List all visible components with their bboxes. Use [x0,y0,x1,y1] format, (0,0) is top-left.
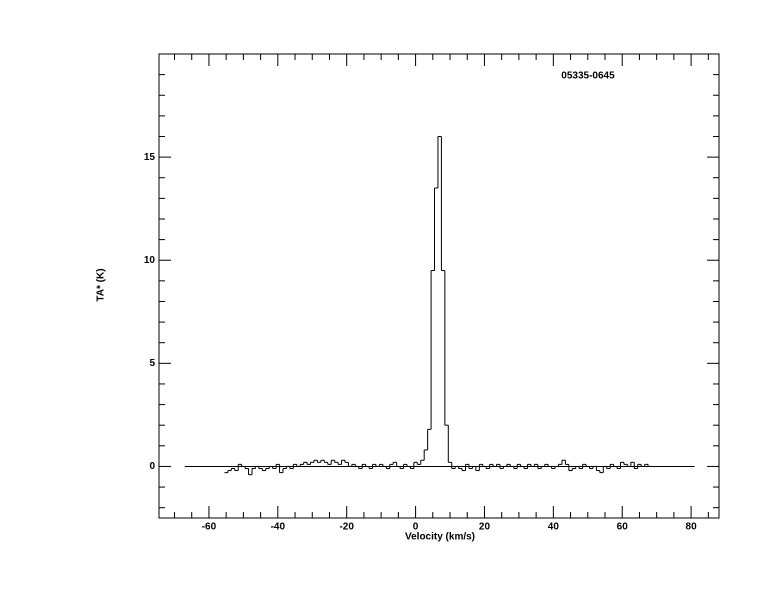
x-tick-label: 40 [548,522,560,533]
y-tick-label: 5 [149,358,155,369]
x-tick-label: 80 [686,522,698,533]
x-tick-label: 0 [413,522,419,533]
y-tick-label: 0 [149,461,155,472]
source-label: 05335-0645 [561,71,615,82]
x-tick-label: -60 [202,522,217,533]
x-tick-label: -40 [271,522,286,533]
x-tick-label: 20 [479,522,491,533]
x-tick-label: -20 [339,522,354,533]
x-axis-label: Velocity (km/s) [405,532,475,543]
y-axis-label: TA* (K) [96,268,107,301]
y-tick-label: 10 [144,255,156,266]
x-tick-label: 60 [617,522,629,533]
y-tick-label: 15 [144,152,156,163]
plot-frame [158,53,720,519]
